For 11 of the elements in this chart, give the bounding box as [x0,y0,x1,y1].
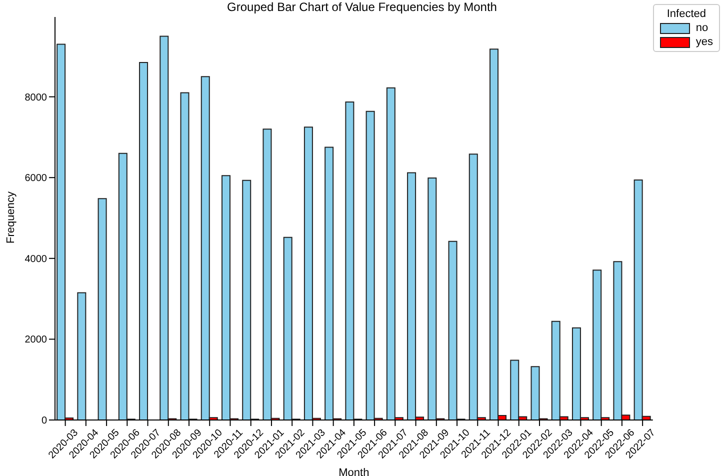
y-tick-label: 6000 [24,173,48,184]
y-tick-label: 2000 [24,334,48,346]
legend-label: yes [696,36,713,48]
y-tick-label: 0 [41,416,48,427]
legend-title: Infected [666,8,707,20]
legend-label: no [696,22,708,34]
chart-title: Grouped Bar Chart of Value Frequencies by Month [227,0,497,14]
x-axis-title: Month [338,467,370,476]
y-tick-label: 8000 [24,92,48,104]
y-tick-label: 4000 [24,254,48,265]
y-axis-title: Frequency [4,191,17,244]
